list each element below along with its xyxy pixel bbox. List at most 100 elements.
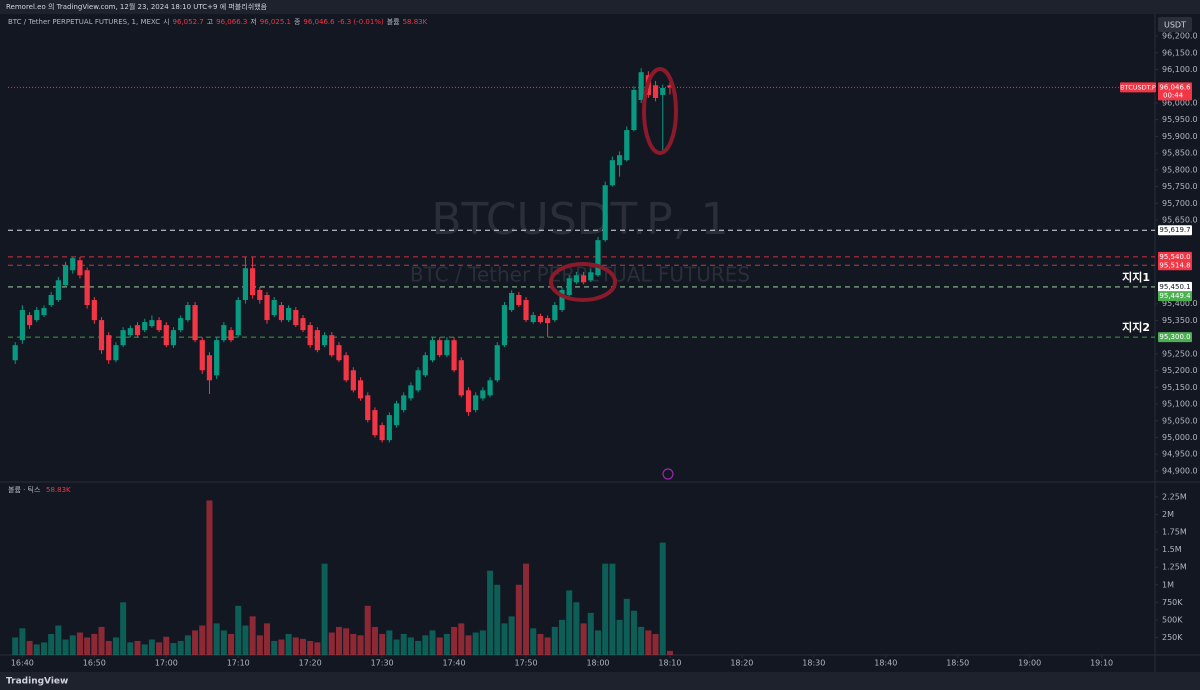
volume-bar bbox=[55, 625, 62, 655]
volume-bar bbox=[285, 633, 292, 655]
volume-bar bbox=[112, 637, 119, 655]
volume-bar bbox=[630, 610, 637, 655]
plot: 94,900.0 94,950.0 95,000.0 95,050.0 95,100.0… bbox=[8, 32, 1198, 668]
legend-volume-label: 볼륨 bbox=[387, 17, 400, 26]
volume-bar bbox=[134, 640, 141, 655]
volume-bar bbox=[357, 635, 364, 655]
volume-bar bbox=[314, 642, 321, 655]
volume-bar bbox=[84, 637, 91, 655]
legend-item-label: 종 bbox=[294, 18, 301, 26]
candle-body bbox=[473, 395, 479, 411]
level-label-box bbox=[1158, 332, 1192, 343]
volume-bar bbox=[652, 633, 659, 655]
volume-bar bbox=[127, 642, 134, 655]
level-label: 95,514.8 bbox=[1159, 261, 1190, 269]
volume-bar bbox=[609, 563, 616, 655]
candle-body bbox=[257, 289, 263, 301]
volume-tick-label: 1M bbox=[1162, 580, 1174, 589]
volume-tick-label: 500K bbox=[1162, 615, 1183, 624]
level-label: 95,619.7 bbox=[1159, 226, 1190, 234]
volume-bar bbox=[465, 635, 472, 655]
candle-body bbox=[149, 320, 155, 327]
x-tick-label: 19:10 bbox=[1090, 659, 1113, 668]
candle-body bbox=[652, 85, 659, 98]
volume-bar bbox=[19, 628, 26, 655]
volume-bar bbox=[40, 642, 47, 655]
candle-body bbox=[588, 272, 594, 281]
volume-bar bbox=[645, 630, 652, 655]
level-label-box bbox=[1158, 291, 1192, 302]
highlight-circle bbox=[642, 67, 678, 155]
volume-bar bbox=[62, 639, 69, 655]
candle-body bbox=[401, 395, 407, 411]
candle-body bbox=[487, 380, 493, 396]
candle-body bbox=[134, 325, 141, 336]
volume-bar bbox=[120, 602, 127, 655]
volume-bar bbox=[429, 630, 436, 655]
level-label: 95,540.0 bbox=[1159, 253, 1190, 261]
y-tick-label: 96,200.0 bbox=[1162, 32, 1198, 41]
candle-body bbox=[437, 340, 443, 356]
volume-bar bbox=[148, 639, 155, 655]
x-tick-label: 18:50 bbox=[946, 659, 969, 668]
volume-bar bbox=[328, 632, 335, 655]
volume-bar bbox=[566, 590, 573, 655]
candle-body bbox=[120, 330, 126, 346]
volume-bar bbox=[33, 644, 40, 655]
level-label: 95,449.4 bbox=[1159, 292, 1191, 300]
candle-body bbox=[372, 410, 378, 436]
volume-bar bbox=[299, 638, 306, 655]
volume-bar bbox=[105, 640, 112, 655]
candle-body bbox=[185, 305, 191, 321]
annotation: 지지1 bbox=[1122, 270, 1150, 284]
legend-change: -6.3 (-0.01%) bbox=[338, 18, 384, 26]
candle-body bbox=[55, 280, 61, 301]
candle-body bbox=[106, 335, 112, 361]
event-icon[interactable] bbox=[662, 468, 674, 480]
volume-bar bbox=[515, 584, 522, 655]
candle-body bbox=[163, 325, 169, 346]
last-price-label: 96,046.6 bbox=[1159, 83, 1191, 91]
legend-item-value: 96,046.6 bbox=[303, 18, 335, 26]
candle-body bbox=[458, 360, 464, 396]
y-tick-label: 95,950.0 bbox=[1162, 115, 1198, 124]
legend-item-value: 96,052.7 bbox=[173, 18, 204, 26]
volume-bar bbox=[177, 640, 184, 655]
volume-bar bbox=[170, 643, 177, 655]
y-tick-label: 96,000.0 bbox=[1162, 98, 1198, 107]
candle-body bbox=[62, 265, 69, 286]
candle-body bbox=[113, 345, 119, 361]
legend-item-value: 96,025.1 bbox=[260, 18, 291, 26]
y-tick-label: 95,150.0 bbox=[1162, 383, 1198, 392]
volume-bar bbox=[184, 635, 191, 655]
volume-bar bbox=[623, 598, 630, 655]
candle-body bbox=[271, 300, 277, 316]
volume-bar bbox=[638, 626, 645, 655]
candle-body bbox=[537, 316, 544, 323]
x-tick-label: 17:30 bbox=[371, 659, 394, 668]
volume-bar bbox=[501, 623, 508, 655]
candle-body bbox=[91, 300, 97, 321]
watermark-title: BTCUSDT.P, 1 bbox=[431, 194, 728, 245]
candle-body bbox=[235, 300, 241, 336]
candle-body bbox=[595, 240, 601, 276]
legend-symbol: BTC / Tether PERPETUAL FUTURES, 1, MEXC bbox=[8, 18, 160, 26]
candle-body bbox=[199, 340, 205, 371]
volume-bar bbox=[242, 625, 249, 655]
candle-body bbox=[501, 305, 508, 346]
volume-bar bbox=[271, 640, 278, 655]
candle-body bbox=[530, 315, 536, 323]
y-tick-label: 95,800.0 bbox=[1162, 165, 1198, 174]
y-tick-label: 95,400.0 bbox=[1162, 299, 1198, 308]
y-tick-label: 95,650.0 bbox=[1162, 216, 1198, 225]
x-tick-label: 17:40 bbox=[443, 659, 466, 668]
candle-body bbox=[34, 310, 40, 321]
volume-bar bbox=[393, 639, 400, 655]
volume-bar bbox=[141, 644, 148, 655]
candle-body bbox=[379, 425, 385, 441]
y-tick-label: 95,050.0 bbox=[1162, 416, 1198, 425]
volume-bar bbox=[487, 570, 494, 655]
candle-body bbox=[12, 345, 18, 361]
candle-body bbox=[221, 325, 227, 341]
